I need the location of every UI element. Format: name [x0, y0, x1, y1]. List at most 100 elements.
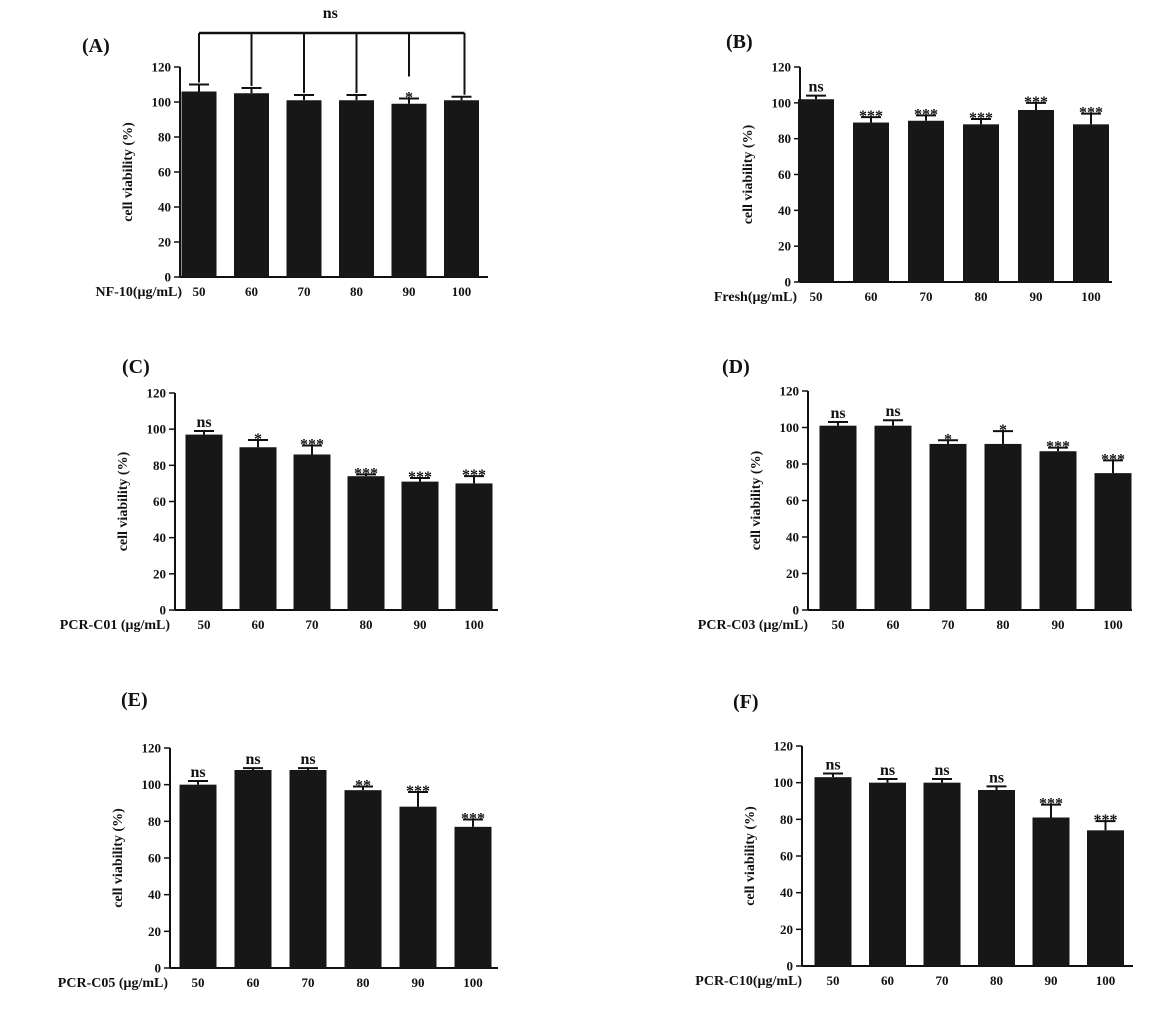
- panel-d-xtick-label: 80: [997, 617, 1010, 632]
- panel-a-ytick-label: 80: [158, 130, 171, 145]
- panel-d-ylabel: cell viability (%): [749, 450, 764, 550]
- panel-f-xtick-label: 70: [936, 973, 949, 988]
- panel-d-ytick-label: 40: [786, 530, 799, 545]
- panel-c-bar-80: [347, 476, 385, 610]
- panel-e-significance-80: **: [355, 778, 371, 795]
- panel-b-ytick-label: 60: [778, 167, 791, 182]
- panel-e-significance-90: ***: [406, 783, 430, 800]
- panel-f-ytick-label: 60: [780, 849, 793, 864]
- panel-a-xtick-label: 80: [350, 284, 363, 299]
- panel-f-ytick-label: 0: [787, 959, 794, 974]
- panel-f-xtick-label: 100: [1096, 973, 1116, 988]
- panel-e-xlabel: PCR-C05 (μg/mL): [58, 976, 169, 991]
- panel-e-xtick-label: 50: [192, 975, 205, 990]
- panel-a-xlabel: NF-10(μg/mL): [96, 285, 183, 300]
- panel-f-label: (F): [733, 691, 759, 713]
- panel-b-ytick-label: 0: [785, 275, 792, 290]
- panel-e-significance-50: ns: [190, 764, 205, 781]
- panel-e-ytick-label: 40: [148, 887, 161, 902]
- panel-a-bar-80: [339, 100, 374, 277]
- panel-d-label: (D): [722, 356, 750, 378]
- panel-f-bar-80: [978, 790, 1015, 966]
- panel-e-bar-90: [399, 806, 437, 968]
- panel-e-ylabel: cell viability (%): [111, 808, 126, 908]
- panel-c-significance-80: ***: [354, 465, 378, 482]
- panel-b-significance-60: ***: [859, 108, 883, 125]
- panel-e-significance-100: ***: [461, 811, 485, 828]
- panel-e-xtick-label: 100: [463, 975, 483, 990]
- panel-d-significance-100: ***: [1101, 451, 1125, 468]
- panel-b-ytick-label: 80: [778, 131, 791, 146]
- panel-a-significance-90: *: [405, 90, 413, 107]
- panel-a-bar-90: [391, 103, 427, 277]
- panel-d-ytick-label: 120: [780, 384, 800, 399]
- panel-a-xtick-label: 100: [452, 284, 472, 299]
- panel-b-bar-100: [1073, 124, 1109, 282]
- panel-f-bar-100: [1087, 830, 1124, 966]
- panel-f-bar-70: [923, 782, 961, 966]
- panel-b-ytick-label: 20: [778, 239, 791, 254]
- panel-c-xtick-label: 60: [252, 617, 265, 632]
- panel-f-bar-50: [814, 777, 852, 966]
- panel-b-significance-50: ns: [808, 79, 823, 96]
- panel-e-significance-60: ns: [245, 751, 260, 768]
- panel-a-bar-100: [444, 100, 479, 277]
- panel-e-ytick-label: 80: [148, 814, 161, 829]
- panel-d-significance-90: ***: [1046, 439, 1070, 456]
- panel-e-significance-70: ns: [300, 751, 315, 768]
- panel-a-ylabel: cell viability (%): [121, 122, 136, 222]
- panel-c-xtick-label: 50: [198, 617, 211, 632]
- panel-b-bar-80: [963, 124, 999, 282]
- panel-f-significance-80: ns: [989, 769, 1004, 786]
- panel-b-ylabel: cell viability (%): [741, 124, 756, 224]
- panel-b-xtick-label: 60: [865, 289, 878, 304]
- panel-b-bar-50: [798, 99, 834, 282]
- panel-c-bar-90: [401, 481, 439, 610]
- panel-a-ytick-label: 20: [158, 235, 171, 250]
- panel-c-significance-60: *: [254, 431, 262, 448]
- panel-d-bar-70: [929, 443, 967, 610]
- panel-e-bar-60: [234, 770, 272, 968]
- panel-c-ytick-label: 80: [153, 458, 166, 473]
- panel-b-xtick-label: 100: [1081, 289, 1101, 304]
- panel-d-bar-60: [874, 425, 912, 610]
- panel-d-significance-60: ns: [885, 403, 900, 420]
- panel-f-xtick-label: 50: [827, 973, 840, 988]
- panel-d-significance-70: *: [944, 431, 952, 448]
- panel-f-bar-60: [869, 782, 906, 966]
- panel-e-xtick-label: 90: [412, 975, 425, 990]
- panel-f-xtick-label: 90: [1045, 973, 1058, 988]
- panel-d-xtick-label: 50: [832, 617, 845, 632]
- panel-f-significance-50: ns: [825, 757, 840, 774]
- panel-a-label: (A): [82, 35, 110, 57]
- panel-c-ytick-label: 100: [147, 422, 167, 437]
- panel-c-ytick-label: 120: [147, 386, 167, 401]
- panel-b-significance-90: ***: [1024, 94, 1048, 111]
- panel-e-bar-50: [179, 784, 217, 968]
- panel-c-xlabel: PCR-C01 (μg/mL): [60, 618, 171, 633]
- panel-d-bar-90: [1039, 451, 1077, 610]
- panel-c-significance-100: ***: [462, 467, 486, 484]
- panel-f-significance-70: ns: [934, 762, 949, 779]
- panel-a-ytick-label: 100: [152, 95, 172, 110]
- panel-f-xtick-label: 60: [881, 973, 894, 988]
- panel-f-ytick-label: 120: [774, 739, 794, 754]
- panel-a-bar-70: [286, 100, 322, 277]
- panel-e-ytick-label: 0: [155, 961, 162, 976]
- panel-a-ytick-label: 60: [158, 165, 171, 180]
- panel-f-ytick-label: 40: [780, 885, 793, 900]
- panel-e-ytick-label: 120: [142, 741, 162, 756]
- panel-f-ylabel: cell viability (%): [743, 806, 758, 906]
- panel-b-significance-80: ***: [969, 110, 993, 127]
- panel-f-significance-60: ns: [880, 762, 895, 779]
- panel-f-ytick-label: 100: [774, 775, 794, 790]
- panel-e-xtick-label: 70: [302, 975, 315, 990]
- panel-e-xtick-label: 80: [357, 975, 370, 990]
- panel-c-ylabel: cell viability (%): [116, 451, 131, 551]
- panel-e-xtick-label: 60: [247, 975, 260, 990]
- panel-c-bar-100: [455, 483, 493, 610]
- panel-d-significance-50: ns: [830, 405, 845, 422]
- panel-b-xtick-label: 80: [975, 289, 988, 304]
- panel-d-bar-80: [984, 443, 1022, 610]
